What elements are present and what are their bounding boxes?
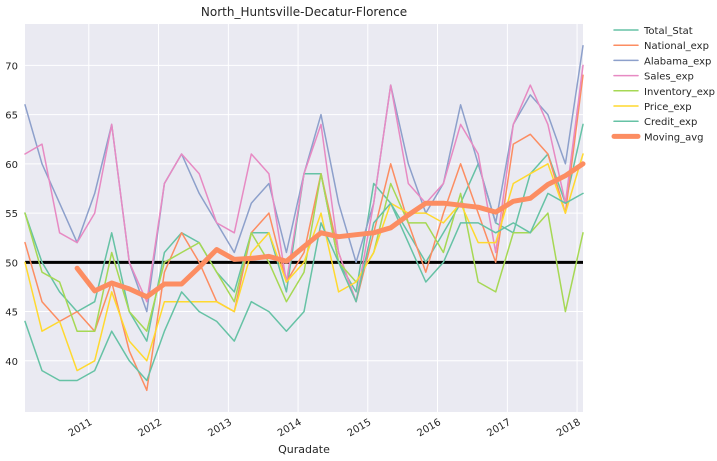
x-tick-label: 2016 — [415, 417, 443, 439]
y-tick-label: 45 — [5, 308, 18, 319]
x-tick-label: 2015 — [346, 417, 374, 439]
chart-title: North_Huntsville-Decatur-Florence — [201, 5, 407, 19]
x-axis-label: Quradate — [278, 443, 330, 456]
series-line-price-exp — [24, 153, 584, 372]
grid — [25, 24, 583, 412]
y-tick-label: 50 — [5, 258, 18, 269]
legend-label: Credit_exp — [644, 117, 697, 128]
x-tick-label: 2018 — [555, 417, 583, 439]
legend-label: Alabama_exp — [644, 56, 711, 67]
y-tick-label: 70 — [5, 61, 18, 72]
x-tick-label: 2017 — [485, 417, 513, 439]
series-line-national-exp — [24, 74, 584, 392]
series-line-inventory-exp — [24, 172, 584, 332]
x-tick-label: 2013 — [206, 417, 234, 439]
legend-label: Price_exp — [644, 102, 692, 113]
x-tick-label: 2011 — [67, 417, 95, 439]
legend-label: Sales_exp — [644, 72, 694, 83]
y-tick-label: 60 — [5, 160, 18, 171]
legend: Total_Stat National_exp Alabama_exp Sales_e… — [611, 26, 715, 143]
legend-label: Total_Stat — [643, 26, 693, 37]
y-tick-labels: 40 45 50 55 60 65 70 — [5, 61, 18, 367]
y-tick-label: 55 — [5, 209, 18, 220]
series-line-credit-exp — [24, 192, 584, 382]
legend-label: Inventory_exp — [644, 87, 715, 98]
x-tick-labels: 2011 2012 2013 2014 2015 2016 2017 2018 — [67, 417, 583, 439]
legend-label: Moving_avg — [644, 132, 704, 143]
series-line-moving-avg — [74, 161, 586, 300]
legend-label: National_exp — [644, 41, 709, 52]
plot-background — [25, 24, 583, 412]
series-line-sales-exp — [24, 64, 584, 303]
x-tick-label: 2012 — [136, 417, 164, 439]
x-tick-label: 2014 — [276, 417, 304, 439]
series-lines — [24, 44, 586, 392]
y-tick-label: 65 — [5, 111, 18, 122]
y-tick-label: 40 — [5, 357, 18, 368]
